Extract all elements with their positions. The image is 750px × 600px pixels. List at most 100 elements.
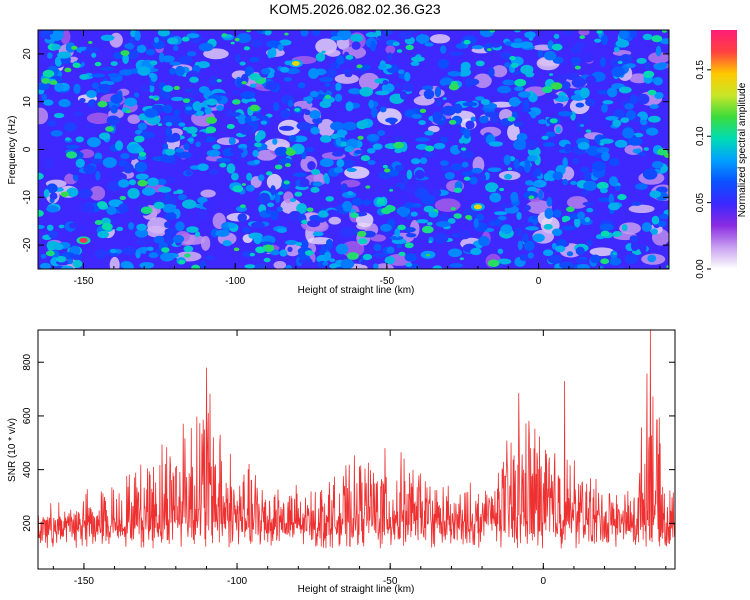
spectrogram-cell [471,167,483,174]
spectrogram-cell [552,56,564,64]
spectrogram-cell [566,251,574,257]
spectrogram-hotspot-core [549,118,558,124]
spectrogram-cell [629,235,639,242]
spectrogram-cell [297,82,306,89]
spectrogram-cell [304,109,311,116]
spectrogram-cell [432,265,442,269]
spectrogram-cell [577,263,590,269]
spectrogram-cell [330,82,336,94]
spectrogram-cell [478,235,490,247]
spectrogram-cell [215,229,230,237]
spectrogram-cell [513,121,524,127]
spectrogram-cell [490,42,501,48]
spectrogram-cell [237,114,247,125]
spectrogram-low-cell [38,107,49,125]
spectrogram-cell [608,202,620,211]
spectrogram-cell [58,99,71,108]
spectrogram-cell [423,205,435,213]
spectrogram-low-cell [216,137,240,146]
spectrogram-cell [47,246,55,251]
spectrogram-cell [130,154,137,161]
spectrogram-cell [200,260,207,269]
spectrogram-low-cell [628,204,655,214]
spectrogram-cell [178,122,186,127]
spectrogram-cell [226,163,236,174]
spectrogram-cell [58,224,65,229]
spectrogram-cell [135,173,149,180]
spectrogram-cell [279,66,290,73]
spectrogram-cell [398,31,413,40]
spectrogram-cell [402,185,417,194]
spectrogram-cell [585,98,596,107]
spectrogram-cell [554,245,566,253]
spectrogram-cell [649,104,659,109]
spectrogram-cell [359,119,369,126]
spectrogram-cell [421,225,434,234]
y-tick-label: -20 [22,237,33,252]
spectrogram-cell [600,230,610,237]
spectrogram-cell [276,228,287,233]
spectrogram-cell [362,199,372,206]
spectrogram-cell [625,110,636,120]
spectrogram-cell [340,226,355,238]
spectrogram-cell [488,221,496,227]
spectrogram-cell [230,41,235,45]
spectrogram-cell [277,44,284,52]
spectrogram-cell [137,179,148,187]
spectrogram-cell [348,88,361,95]
spectrogram-cell [296,121,312,131]
spectrogram-cell [463,39,471,45]
spectrogram-cell [335,137,342,146]
spectrogram-cell [583,180,597,191]
spectrogram-cell [570,180,577,186]
spectrogram-cell [308,68,319,79]
spectrogram-cell [173,85,181,91]
spectrogram-cell [611,66,625,78]
spectrogram-cell [279,125,295,131]
spectrogram-cell [394,164,405,172]
spectrogram-cell [380,223,392,232]
spectrogram-cell [552,171,563,181]
spectrogram-cell [287,99,294,108]
spectrogram-cell [144,108,158,118]
spectrogram-cell [309,90,319,98]
spectrogram-cell [164,221,171,229]
spectrogram-cell [208,169,219,175]
spectrogram-cell [396,49,403,53]
spectrogram-cell [596,181,609,190]
spectrogram-cell [547,254,563,264]
spectrogram-cell [166,176,177,184]
snr-x-axis-label: Height of straight line (km) [298,584,415,595]
spectrogram-cell [411,114,423,119]
spectrogram-cell [612,109,626,119]
spectrogram-cell [354,149,364,154]
x-tick-label: -100 [225,276,245,287]
spectrogram-cell [44,157,53,169]
spectrogram-cell [396,243,402,249]
snr-panel: -150 -100 -50 0 200 400 600 800 Height of stra… [7,329,676,595]
spectrogram-cell [407,30,420,34]
spectrogram-low-cell [146,225,166,238]
spectrogram-cell [295,241,303,247]
spectrogram-cell [384,205,396,213]
spectrogram-cell [94,61,102,67]
spectrogram-cell [183,143,190,151]
spectrogram-cell [594,38,602,43]
spectrogram-cell [241,80,247,85]
spectrogram-cell [366,133,380,142]
spectrogram-cell [647,254,657,263]
spectrogram-cell [356,64,363,69]
spectrogram-cell [289,198,297,203]
spectrogram-cell [186,33,200,39]
chart-title: KOM5.2026.082.02.36.G23 [269,1,441,17]
x-tick-label: -50 [380,276,395,287]
spectrogram-cell [444,171,455,180]
spectrogram-cell [402,176,409,184]
spectrogram-cell [173,191,178,195]
spectrogram-cell [206,98,218,106]
spectrogram-cell [169,67,176,75]
spectrogram-cell [352,197,363,207]
spectrogram-cell [653,76,663,86]
spectrogram-cell [51,43,61,51]
spectrogram-cell [566,206,575,213]
